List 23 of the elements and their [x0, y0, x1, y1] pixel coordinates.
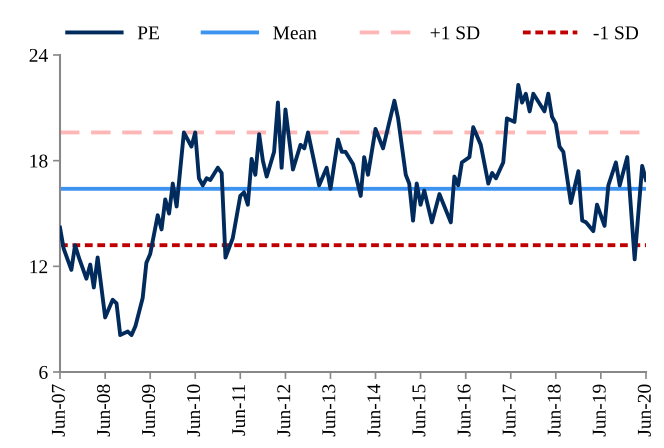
x-tick-label: Jun-17	[502, 384, 516, 436]
line-series	[60, 82, 646, 337]
x-tick-label: Jun-20	[638, 384, 651, 436]
x-tick-label: Jun-15	[412, 384, 426, 436]
legend-label: -1 SD	[594, 26, 638, 40]
y-tick-label: 12	[30, 260, 48, 274]
legend-label: Mean	[273, 26, 317, 40]
y-tick-label: 6	[39, 366, 48, 379]
legend-label: +1 SD	[430, 26, 480, 40]
x-tick-label: Jun-19	[592, 384, 606, 436]
x-tick-label: Jun-16	[458, 384, 471, 436]
y-tick-label: 24	[30, 48, 48, 62]
x-tick-label: Jun-07	[52, 384, 65, 436]
legend-label: PE	[138, 26, 159, 40]
y-tick-label: 18	[30, 154, 48, 168]
x-tick-label: Jun-10	[186, 384, 200, 436]
x-tick-label: Jun-18	[548, 384, 561, 436]
x-tick-label: Jun-12	[277, 384, 290, 436]
x-tick-label: Jun-11	[232, 384, 246, 436]
x-tick-label: Jun-08	[96, 384, 110, 436]
x-tick-label: Jun-13	[322, 384, 336, 436]
x-tick-label: Jun-14	[367, 384, 380, 436]
x-tick-label: Jun-09	[142, 384, 156, 436]
